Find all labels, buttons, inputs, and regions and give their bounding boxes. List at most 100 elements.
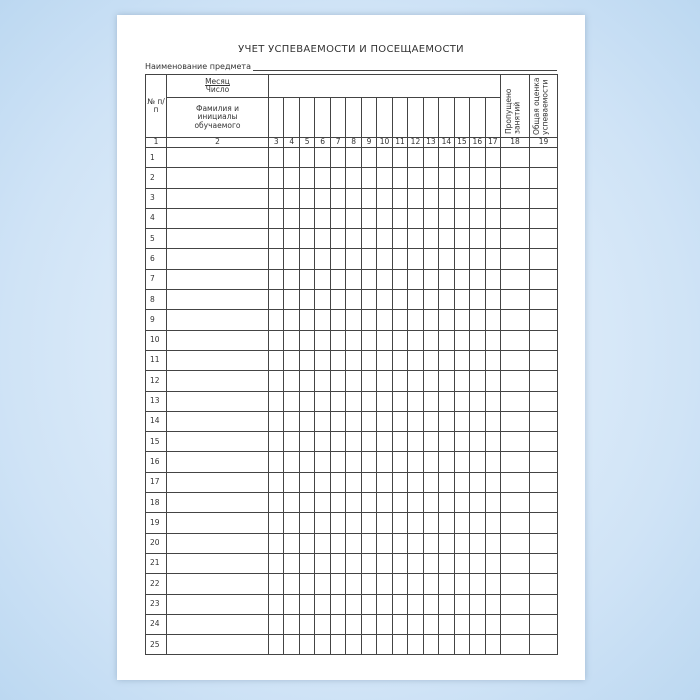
entry-cell[interactable]	[391, 370, 409, 392]
entry-cell[interactable]	[298, 613, 316, 636]
entry-cell[interactable]	[267, 248, 285, 270]
entry-cell[interactable]	[360, 309, 378, 331]
entry-cell[interactable]	[500, 207, 531, 230]
entry-cell[interactable]	[360, 289, 378, 311]
entry-cell[interactable]	[345, 248, 362, 270]
entry-cell[interactable]	[453, 512, 471, 534]
entry-cell[interactable]	[314, 268, 331, 291]
entry-cell[interactable]	[484, 573, 502, 595]
entry-cell[interactable]	[438, 146, 455, 169]
entry-cell[interactable]	[438, 370, 455, 392]
entry-cell[interactable]	[345, 552, 362, 575]
entry-cell[interactable]	[267, 552, 285, 575]
entry-cell[interactable]	[360, 167, 378, 189]
entry-cell[interactable]	[267, 349, 285, 372]
entry-cell[interactable]	[298, 370, 316, 392]
entry-cell[interactable]	[422, 370, 440, 392]
entry-cell[interactable]	[529, 613, 559, 636]
entry-cell[interactable]	[314, 593, 331, 615]
entry-cell[interactable]	[529, 146, 559, 169]
entry-cell[interactable]	[500, 573, 531, 595]
entry-cell[interactable]	[345, 268, 362, 291]
entry-cell[interactable]	[484, 593, 502, 615]
entry-cell[interactable]	[314, 471, 331, 494]
entry-cell[interactable]	[283, 370, 300, 392]
entry-cell[interactable]	[469, 410, 486, 433]
entry-cell[interactable]	[438, 451, 455, 473]
entry-cell[interactable]	[529, 593, 559, 615]
entry-cell[interactable]	[314, 573, 331, 595]
entry-cell[interactable]	[407, 410, 424, 433]
entry-cell[interactable]	[438, 410, 455, 433]
entry-cell[interactable]	[376, 613, 393, 636]
entry-cell[interactable]	[500, 289, 531, 311]
entry-cell[interactable]	[360, 349, 378, 372]
entry-cell[interactable]	[453, 410, 471, 433]
student-name-cell[interactable]	[166, 410, 269, 433]
entry-cell[interactable]	[407, 349, 424, 372]
entry-cell[interactable]	[283, 613, 300, 636]
entry-cell[interactable]	[283, 532, 300, 554]
entry-cell[interactable]	[438, 329, 455, 351]
entry-cell[interactable]	[438, 492, 455, 514]
entry-cell[interactable]	[422, 329, 440, 351]
entry-cell[interactable]	[453, 532, 471, 554]
student-name-cell[interactable]	[166, 390, 269, 412]
entry-cell[interactable]	[376, 410, 393, 433]
entry-cell[interactable]	[407, 187, 424, 209]
entry-cell[interactable]	[529, 309, 559, 331]
entry-cell[interactable]	[376, 329, 393, 351]
entry-cell[interactable]	[484, 613, 502, 636]
entry-cell[interactable]	[500, 613, 531, 636]
entry-cell[interactable]	[529, 532, 559, 554]
entry-cell[interactable]	[469, 512, 486, 534]
student-name-cell[interactable]	[166, 187, 269, 209]
entry-cell[interactable]	[376, 512, 393, 534]
entry-cell[interactable]	[267, 634, 285, 656]
entry-cell[interactable]	[500, 431, 531, 453]
subject-line[interactable]	[253, 62, 557, 71]
entry-cell[interactable]	[360, 593, 378, 615]
entry-cell[interactable]	[484, 451, 502, 473]
entry-cell[interactable]	[283, 329, 300, 351]
student-name-cell[interactable]	[166, 613, 269, 636]
entry-cell[interactable]	[267, 329, 285, 351]
entry-cell[interactable]	[298, 634, 316, 656]
student-name-cell[interactable]	[166, 512, 269, 534]
entry-cell[interactable]	[360, 187, 378, 209]
entry-cell[interactable]	[453, 329, 471, 351]
entry-cell[interactable]	[283, 431, 300, 453]
entry-cell[interactable]	[360, 207, 378, 230]
entry-cell[interactable]	[345, 492, 362, 514]
entry-cell[interactable]	[484, 329, 502, 351]
entry-cell[interactable]	[329, 349, 347, 372]
entry-cell[interactable]	[529, 431, 559, 453]
entry-cell[interactable]	[407, 228, 424, 250]
entry-cell[interactable]	[314, 187, 331, 209]
entry-cell[interactable]	[529, 370, 559, 392]
student-name-cell[interactable]	[166, 167, 269, 189]
entry-cell[interactable]	[407, 370, 424, 392]
entry-cell[interactable]	[469, 167, 486, 189]
entry-cell[interactable]	[376, 289, 393, 311]
entry-cell[interactable]	[422, 268, 440, 291]
entry-cell[interactable]	[438, 390, 455, 412]
entry-cell[interactable]	[298, 471, 316, 494]
student-name-cell[interactable]	[166, 471, 269, 494]
entry-cell[interactable]	[484, 492, 502, 514]
student-name-cell[interactable]	[166, 289, 269, 311]
entry-cell[interactable]	[407, 289, 424, 311]
entry-cell[interactable]	[267, 471, 285, 494]
entry-cell[interactable]	[422, 451, 440, 473]
day-header-cell[interactable]	[314, 97, 331, 138]
entry-cell[interactable]	[407, 613, 424, 636]
entry-cell[interactable]	[438, 512, 455, 534]
entry-cell[interactable]	[345, 207, 362, 230]
entry-cell[interactable]	[329, 512, 347, 534]
entry-cell[interactable]	[267, 289, 285, 311]
student-name-cell[interactable]	[166, 207, 269, 230]
entry-cell[interactable]	[438, 228, 455, 250]
entry-cell[interactable]	[314, 228, 331, 250]
entry-cell[interactable]	[283, 471, 300, 494]
entry-cell[interactable]	[453, 187, 471, 209]
